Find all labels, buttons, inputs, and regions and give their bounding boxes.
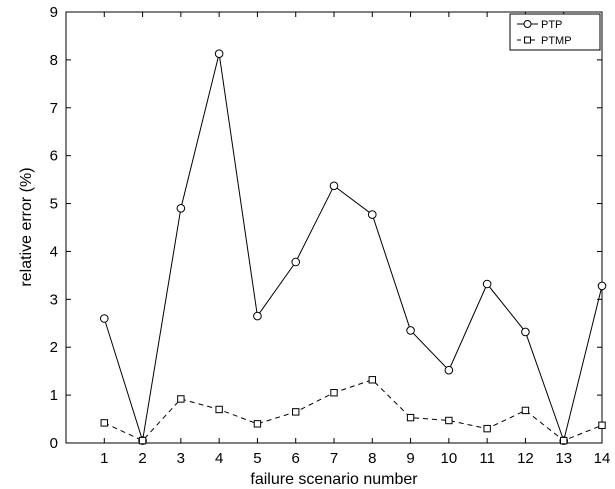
- x-tick-label: 12: [517, 450, 534, 467]
- y-tick-label: 2: [50, 339, 58, 356]
- data-point-ptmp: [253, 420, 262, 428]
- y-tick-label: 6: [50, 148, 58, 165]
- x-tick-label: 8: [368, 450, 376, 467]
- y-tick-label: 5: [50, 196, 58, 213]
- data-point-ptmp: [215, 405, 223, 414]
- y-tick-label: 7: [50, 100, 58, 117]
- x-tick-label: 2: [138, 450, 146, 467]
- x-axis-title: failure scenario number: [250, 471, 418, 488]
- legend-label-ptp: PTP: [541, 19, 562, 31]
- legend: PTP PTMP: [509, 13, 601, 51]
- x-tick-label: 14: [594, 450, 611, 467]
- data-point-ptmp: [177, 395, 185, 403]
- y-tick-label: 1: [50, 387, 58, 404]
- series-line-ptp: [103, 53, 603, 443]
- data-point-ptmp: [330, 389, 338, 397]
- x-tick-label: 1: [100, 450, 108, 467]
- y-tick-label: 0: [50, 435, 58, 452]
- y-axis-title: relative error (%): [18, 167, 35, 286]
- series-lines: [103, 53, 603, 443]
- data-point-ptp: [253, 311, 262, 321]
- legend-marker-ptmp: [524, 36, 531, 44]
- legend-box: [509, 13, 601, 51]
- y-tick-label: 4: [50, 243, 58, 260]
- data-point-ptmp: [100, 419, 108, 427]
- x-tick-label: 13: [555, 450, 572, 467]
- plot-area: [65, 11, 603, 444]
- legend-marker-ptp: [523, 20, 532, 28]
- x-tick-label: 4: [215, 450, 223, 467]
- x-tick-label: 6: [292, 450, 300, 467]
- data-point-ptmp: [368, 376, 376, 384]
- x-tick-label: 9: [406, 450, 414, 467]
- data-point-ptp: [597, 281, 607, 291]
- data-point-ptp: [521, 327, 530, 337]
- data-point-ptmp: [598, 421, 606, 429]
- data-point-ptp: [329, 181, 339, 191]
- y-tick-label: 8: [50, 52, 58, 69]
- data-point-ptp: [176, 204, 186, 213]
- x-tick-label: 10: [441, 450, 458, 467]
- y-tick-label: 9: [50, 4, 58, 21]
- x-tick-label: 11: [479, 450, 495, 467]
- y-tick-label: 3: [50, 291, 58, 308]
- data-point-ptmp: [560, 436, 568, 445]
- x-tick-label: 3: [177, 450, 185, 467]
- data-point-ptp: [367, 210, 377, 219]
- data-point-ptp: [406, 326, 415, 335]
- data-point-ptmp: [292, 408, 300, 416]
- data-point-ptmp: [138, 436, 147, 445]
- series-markers: [99, 49, 607, 445]
- data-point-ptmp: [521, 406, 530, 415]
- data-point-ptp: [291, 257, 301, 267]
- data-point-ptp: [99, 314, 109, 323]
- data-point-ptp: [482, 279, 492, 289]
- data-point-ptmp: [406, 413, 415, 422]
- data-point-ptmp: [445, 416, 453, 425]
- series-line-ptmp: [104, 379, 603, 442]
- x-tick-label: 5: [253, 450, 261, 467]
- legend-label-ptmp: PTMP: [541, 35, 572, 47]
- data-point-ptp: [214, 49, 224, 58]
- x-tick-label: 7: [330, 450, 338, 467]
- data-point-ptmp: [483, 424, 491, 433]
- data-point-ptp: [444, 365, 454, 375]
